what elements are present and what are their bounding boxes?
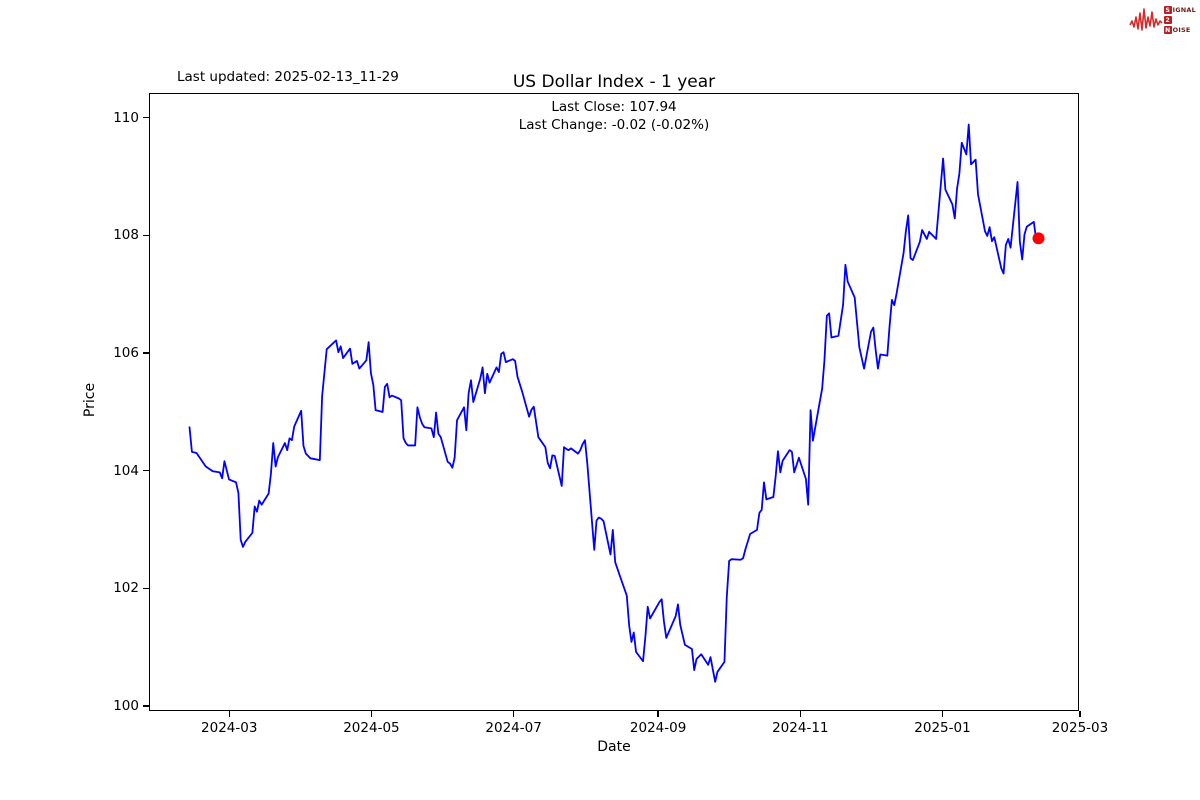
x-tick-mark bbox=[512, 711, 515, 717]
logo-letter-n: N bbox=[1163, 26, 1172, 34]
x-tick-label: 2024-03 bbox=[201, 720, 258, 736]
x-tick-label: 2025-03 bbox=[1051, 720, 1109, 736]
page-title: US Dollar Index - 1 year bbox=[512, 72, 716, 92]
x-tick-label: 2024-11 bbox=[772, 720, 829, 736]
last-close-marker bbox=[1032, 232, 1045, 245]
logo-letter-2: 2 bbox=[1163, 16, 1172, 24]
x-tick-mark bbox=[941, 711, 944, 717]
y-tick-mark bbox=[143, 234, 149, 236]
x-axis-label: Date bbox=[597, 739, 631, 755]
y-tick-label: 106 bbox=[113, 344, 139, 361]
y-tick-label: 100 bbox=[113, 698, 139, 715]
x-tick-mark bbox=[1079, 711, 1081, 717]
logo-word-signal: S IGNAL bbox=[1163, 6, 1196, 14]
logo-word-2: 2 bbox=[1163, 16, 1196, 25]
chart-subtitle: Last Close: 107.94 Last Change: -0.02 (-… bbox=[150, 99, 1078, 134]
logo-text: S IGNAL 2 N OISE bbox=[1163, 6, 1196, 35]
x-tick-mark bbox=[657, 711, 659, 717]
last-close-text: Last Close: 107.94 bbox=[551, 99, 677, 115]
y-axis-label: Price bbox=[82, 382, 98, 418]
price-line-series bbox=[188, 123, 1040, 683]
y-tick-label: 102 bbox=[113, 580, 139, 597]
x-tick-mark bbox=[228, 711, 230, 717]
y-tick-mark bbox=[143, 116, 149, 119]
y-tick-label: 104 bbox=[113, 462, 139, 479]
x-tick-label: 2024-07 bbox=[485, 720, 542, 736]
x-tick-label: 2024-09 bbox=[629, 720, 687, 736]
y-tick-mark bbox=[143, 352, 149, 354]
y-tick-mark bbox=[143, 470, 149, 472]
waveform-icon bbox=[1128, 8, 1163, 31]
signal2noise-logo: S IGNAL 2 N OISE bbox=[1128, 4, 1196, 36]
plot-area: Last Close: 107.94 Last Change: -0.02 (-… bbox=[113, 93, 1108, 736]
x-tick-mark bbox=[370, 711, 373, 717]
y-tick-label: 108 bbox=[113, 227, 139, 244]
x-tick-label: 2024-05 bbox=[343, 720, 400, 736]
y-tick-mark bbox=[143, 587, 149, 590]
y-tick-mark bbox=[143, 705, 149, 707]
logo-letter-s: S bbox=[1163, 6, 1172, 14]
x-tick-mark bbox=[799, 711, 801, 717]
price-line-chart bbox=[188, 123, 1045, 683]
last-change-text: Last Change: -0.02 (-0.02%) bbox=[518, 116, 710, 133]
x-tick-label: 2025-01 bbox=[914, 720, 971, 736]
last-updated-text: Last updated: 2025-02-13_11-29 bbox=[177, 69, 399, 85]
y-tick-label: 110 bbox=[113, 109, 139, 126]
logo-word-noise: N OISE bbox=[1163, 26, 1191, 34]
